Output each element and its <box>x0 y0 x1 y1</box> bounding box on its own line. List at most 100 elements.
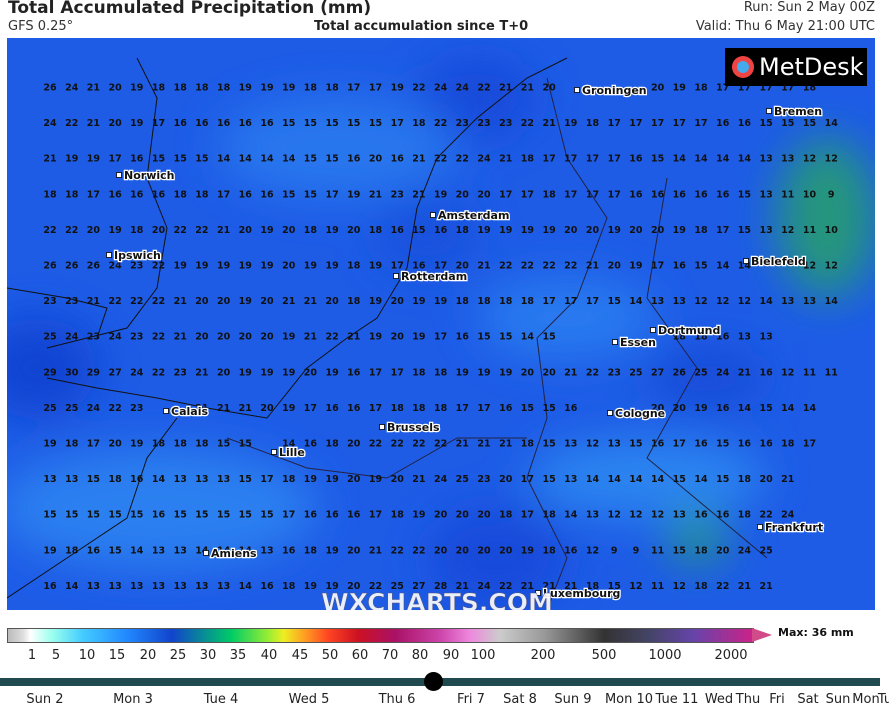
day-label[interactable]: Fri <box>769 692 785 707</box>
grid-value: 16 <box>239 118 253 129</box>
day-label[interactable]: Sun 2 <box>26 692 64 707</box>
day-label[interactable]: Mon 10 <box>604 692 654 707</box>
grid-value: 19 <box>434 189 447 200</box>
grid-value: 17 <box>564 296 577 307</box>
grid-value: 16 <box>108 189 122 200</box>
grid-value: 19 <box>347 189 360 200</box>
grid-value: 24 <box>65 83 79 94</box>
grid-value: 15 <box>43 510 56 521</box>
day-label[interactable]: Wed <box>704 692 734 707</box>
grid-value: 18 <box>195 439 209 450</box>
grid-value: 15 <box>694 261 707 272</box>
grid-value: 19 <box>521 545 534 556</box>
day-label[interactable]: Tue <box>877 692 889 707</box>
day-label[interactable]: Sat <box>797 692 819 707</box>
day-label[interactable]: Sun 9 <box>554 692 592 707</box>
grid-value: 16 <box>391 154 405 165</box>
day-label[interactable]: Sun <box>825 692 851 707</box>
grid-value: 13 <box>195 581 208 592</box>
grid-value: 11 <box>803 225 816 236</box>
grid-value: 21 <box>542 581 555 592</box>
timeline-handle[interactable] <box>424 672 443 691</box>
day-label[interactable]: Thu <box>735 692 761 707</box>
colorbar-tick-label: 80 <box>411 648 429 663</box>
colorbar-tick-label: 20 <box>139 648 157 663</box>
grid-value: 23 <box>608 367 621 378</box>
grid-value: 19 <box>499 225 512 236</box>
grid-value: 21 <box>738 581 751 592</box>
grid-value: 16 <box>87 545 101 556</box>
grid-value: 21 <box>477 439 490 450</box>
grid-value: 20 <box>87 225 101 236</box>
city-dot <box>574 87 580 93</box>
grid-value: 22 <box>499 261 512 272</box>
grid-value: 22 <box>369 439 382 450</box>
watermark: WXCHARTS.COM <box>321 588 553 610</box>
day-label[interactable]: Fri 7 <box>457 692 485 707</box>
day-label[interactable]: Mon <box>852 692 880 707</box>
grid-value: 18 <box>738 510 752 521</box>
grid-value: 15 <box>174 154 187 165</box>
grid-value: 9 <box>828 189 835 200</box>
day-label[interactable]: Tue 4 <box>203 692 239 707</box>
grid-value: 28 <box>434 581 448 592</box>
grid-value: 13 <box>586 510 599 521</box>
colorbar-tick-label: 70 <box>381 648 399 663</box>
grid-value: 12 <box>803 261 816 272</box>
grid-value: 19 <box>325 474 338 485</box>
colorbar-tick-label: 15 <box>108 648 126 663</box>
grid-value: 15 <box>521 403 534 414</box>
grid-value: 17 <box>87 439 100 450</box>
logo-icon <box>737 61 749 73</box>
day-label[interactable]: Sat 8 <box>503 692 537 707</box>
grid-value: 19 <box>43 545 56 556</box>
grid-value: 21 <box>369 189 382 200</box>
grid-value: 13 <box>759 225 772 236</box>
day-label[interactable]: Tue 11 <box>655 692 699 707</box>
grid-value: 15 <box>195 154 208 165</box>
grid-value: 13 <box>43 474 56 485</box>
grid-value: 21 <box>564 367 577 378</box>
grid-value: 13 <box>738 332 751 343</box>
grid-value: 23 <box>130 261 143 272</box>
day-label[interactable]: Wed 5 <box>288 692 330 707</box>
grid-value: 22 <box>152 261 165 272</box>
grid-value: 17 <box>304 403 317 414</box>
grid-value: 19 <box>521 225 534 236</box>
grid-value: 13 <box>673 510 686 521</box>
grid-value: 15 <box>542 403 555 414</box>
grid-value: 21 <box>304 332 317 343</box>
grid-value: 21 <box>499 154 512 165</box>
grid-value: 19 <box>325 581 338 592</box>
grid-value: 24 <box>108 332 122 343</box>
city-dot <box>163 408 169 414</box>
grid-value: 13 <box>781 296 794 307</box>
grid-value: 22 <box>434 439 447 450</box>
grid-value: 18 <box>542 189 556 200</box>
grid-value: 16 <box>325 403 339 414</box>
grid-value: 18 <box>217 83 231 94</box>
day-label[interactable]: Mon 3 <box>113 692 153 707</box>
grid-value: 20 <box>325 296 339 307</box>
grid-value: 22 <box>499 581 512 592</box>
grid-value: 21 <box>759 581 772 592</box>
grid-value: 19 <box>239 83 252 94</box>
grid-value: 17 <box>651 261 664 272</box>
grid-value: 23 <box>87 332 100 343</box>
grid-value: 19 <box>434 296 447 307</box>
city-label: Brussels <box>387 421 440 434</box>
grid-value: 12 <box>608 510 621 521</box>
grid-value: 15 <box>499 332 512 343</box>
grid-value: 13 <box>217 581 230 592</box>
grid-value: 15 <box>130 510 143 521</box>
grid-value: 19 <box>260 261 273 272</box>
grid-value: 21 <box>304 296 317 307</box>
grid-value: 19 <box>673 83 686 94</box>
grid-value: 14 <box>239 154 253 165</box>
grid-value: 16 <box>412 261 426 272</box>
grid-value: 13 <box>174 581 187 592</box>
grid-value: 27 <box>412 581 425 592</box>
grid-value: 18 <box>803 83 817 94</box>
day-label[interactable]: Thu 6 <box>378 692 416 707</box>
grid-value: 15 <box>239 510 252 521</box>
